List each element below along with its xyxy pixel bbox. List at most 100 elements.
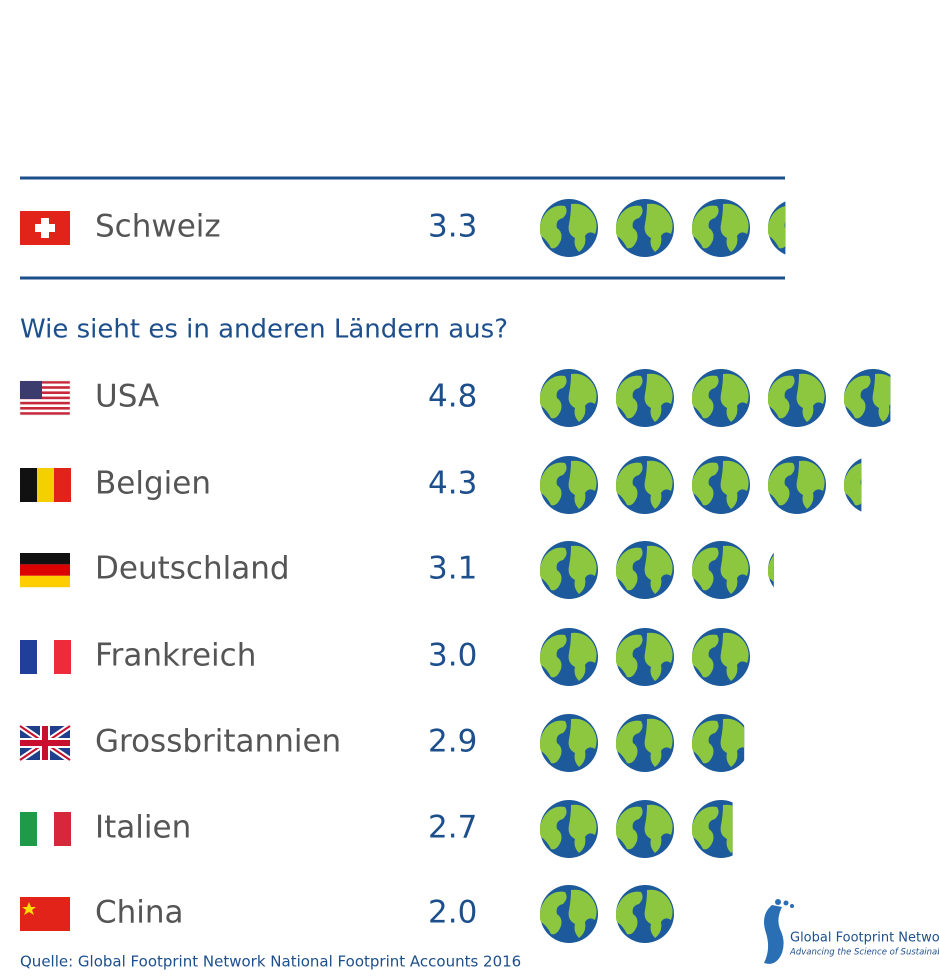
category-label: Grossbritannien (95, 724, 341, 760)
flag (54, 812, 71, 846)
globe-row (540, 199, 825, 257)
globe-land (796, 373, 825, 422)
globe-row (540, 885, 674, 943)
category-label: Belgien (95, 466, 211, 502)
globe (768, 546, 825, 594)
globe-land (768, 462, 795, 506)
globe-land (692, 720, 719, 764)
globe-land (616, 375, 643, 419)
globe-land (796, 460, 825, 509)
flag (20, 386, 70, 389)
flag (20, 468, 71, 502)
globe (616, 456, 674, 514)
globe-land (616, 634, 643, 678)
globe (540, 714, 598, 772)
globe (540, 199, 598, 257)
globe-land (644, 718, 673, 767)
globe-land (720, 545, 749, 594)
globe-land (540, 720, 567, 764)
flag (20, 553, 70, 588)
flag (22, 902, 36, 915)
globe-land (692, 634, 719, 678)
flag (20, 381, 42, 399)
flag (54, 640, 71, 674)
globe (540, 541, 598, 599)
flag (20, 897, 70, 931)
logo: Global Footprint Network® Advancing the … (764, 899, 939, 964)
globe (540, 885, 598, 943)
globe-land (616, 462, 643, 506)
globe-land (872, 373, 891, 422)
globe-land (692, 205, 719, 249)
flag (20, 640, 71, 674)
globe-land (844, 463, 862, 506)
globe-land (568, 203, 597, 252)
logo-name: Global Footprint Network® (790, 931, 939, 946)
globe (692, 369, 750, 427)
globe-land (540, 634, 567, 678)
globe-land (768, 206, 786, 249)
globe (692, 628, 750, 686)
globe-land (720, 804, 733, 853)
globe (692, 541, 750, 599)
flag (20, 391, 70, 394)
flag (37, 812, 54, 846)
flag (20, 812, 71, 846)
globe-land (797, 204, 825, 252)
globe-land (568, 373, 597, 422)
globe (616, 199, 674, 257)
globe (844, 369, 891, 427)
flag (20, 726, 70, 760)
globe-ocean (768, 552, 774, 588)
globe-land (568, 889, 597, 938)
globe (540, 456, 598, 514)
flag (20, 564, 70, 576)
flag (20, 401, 70, 405)
flag (20, 407, 70, 410)
flag (20, 211, 70, 245)
value-label: 2.0 (428, 895, 477, 931)
globe-land (692, 462, 719, 506)
globe-land (720, 718, 745, 767)
globe (692, 199, 750, 257)
flag (37, 468, 54, 502)
category-label: China (95, 895, 184, 931)
globe-land (797, 546, 825, 594)
value-label: 2.7 (428, 810, 477, 846)
globe (540, 369, 598, 427)
flag (20, 575, 70, 588)
globe-row (540, 369, 891, 427)
globe-row (540, 456, 901, 514)
flag (20, 412, 70, 415)
globe-land (844, 375, 871, 419)
value-label: 2.9 (428, 724, 477, 760)
globe (768, 201, 825, 255)
flag (20, 812, 37, 846)
globe-land (568, 804, 597, 853)
globe (616, 800, 674, 858)
globe-row (540, 628, 750, 686)
globe-land (720, 632, 749, 681)
globe-land (616, 205, 643, 249)
globe (540, 628, 598, 686)
globe-land (616, 891, 643, 935)
globe-land (568, 545, 597, 594)
globe-land (768, 375, 795, 419)
globe-land (768, 555, 774, 583)
globe (540, 800, 598, 858)
logo-tagline: Advancing the Science of Sustainability (789, 948, 939, 958)
flag (35, 224, 55, 232)
flag (20, 468, 37, 502)
globe-land (616, 806, 643, 850)
globe-land (644, 460, 673, 509)
flag (19, 380, 71, 416)
globe-land (692, 375, 719, 419)
globe-land (616, 547, 643, 591)
globe (692, 456, 750, 514)
globe (616, 369, 674, 427)
globe-land (873, 461, 901, 509)
globe-land (540, 462, 567, 506)
category-label: Frankreich (95, 638, 256, 674)
globe-land (720, 203, 749, 252)
